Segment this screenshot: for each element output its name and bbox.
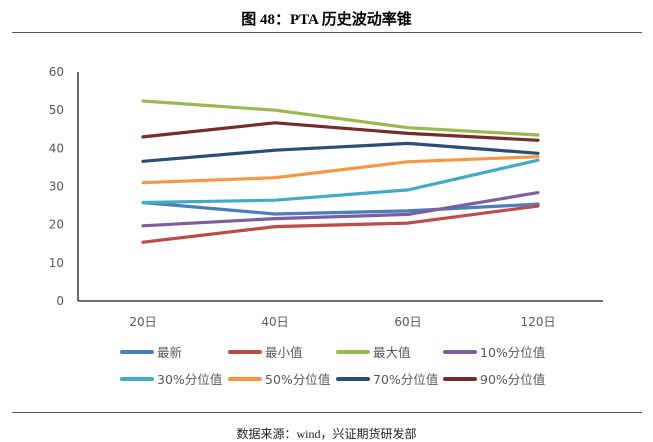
y-tick-label: 30	[49, 180, 64, 194]
legend-item: 50%分位值	[228, 369, 330, 388]
legend-item: 最小值	[228, 342, 303, 361]
series-line-0	[141, 200, 540, 216]
legend-row: 30%分位值 50%分位值 70%分位值 90%分位值	[0, 369, 653, 387]
series-line-3	[141, 191, 540, 228]
line-chart: 0 10 20 30 40 50 60 20日 40日 60日 120日	[49, 65, 603, 329]
figure-title: 图 48：PTA 历史波动率锥	[241, 12, 412, 28]
data-source-note: 数据来源：wind，兴证期货研发部	[236, 427, 417, 441]
y-tick-label: 0	[56, 294, 64, 308]
legend-swatch	[228, 349, 262, 354]
legend-label: 70%分位值	[373, 372, 439, 387]
legend-label: 最小值	[265, 345, 303, 360]
series-line-1	[141, 204, 540, 244]
y-tick-label: 10	[49, 256, 64, 270]
legend-item: 70%分位值	[336, 369, 438, 388]
legend-label: 10%分位值	[480, 345, 546, 360]
legend-swatch	[336, 349, 370, 354]
legend-swatch	[120, 376, 154, 381]
y-tick-label: 40	[49, 141, 64, 155]
series-line-4	[141, 158, 540, 205]
series-line-6	[141, 141, 540, 163]
series-line-2	[141, 99, 540, 137]
legend-row: 最新 最小值 最大值 10%分位值	[0, 342, 653, 360]
series-line-5	[141, 155, 540, 185]
legend-swatch	[443, 376, 477, 381]
series-lines	[141, 99, 540, 244]
legend-swatch	[443, 349, 477, 354]
legend-swatch	[120, 349, 154, 354]
legend-label: 最大值	[373, 345, 411, 360]
x-tick-label: 60日	[394, 315, 421, 329]
y-tick-label: 50	[49, 103, 64, 117]
legend-label: 30%分位值	[157, 372, 223, 387]
top-divider	[12, 32, 642, 33]
series-line-7	[141, 121, 540, 142]
legend-label: 50%分位值	[265, 372, 331, 387]
x-axis-ticks: 20日 40日 60日 120日	[129, 315, 555, 329]
legend-item: 30%分位值	[120, 369, 222, 388]
legend-swatch	[336, 376, 370, 381]
y-axis-ticks: 0 10 20 30 40 50 60	[49, 65, 64, 308]
legend-label: 90%分位值	[480, 372, 546, 387]
legend-swatch	[228, 376, 262, 381]
bottom-divider	[12, 412, 642, 413]
x-tick-label: 120日	[521, 315, 556, 329]
legend-item: 最新	[120, 342, 182, 361]
legend-item: 最大值	[336, 342, 411, 361]
legend-label: 最新	[157, 345, 183, 360]
y-tick-label: 60	[49, 65, 64, 79]
legend-item: 10%分位值	[443, 342, 545, 361]
x-tick-label: 20日	[129, 315, 156, 329]
x-tick-label: 40日	[261, 315, 288, 329]
legend-item: 90%分位值	[443, 369, 545, 388]
y-tick-label: 20	[49, 218, 64, 232]
